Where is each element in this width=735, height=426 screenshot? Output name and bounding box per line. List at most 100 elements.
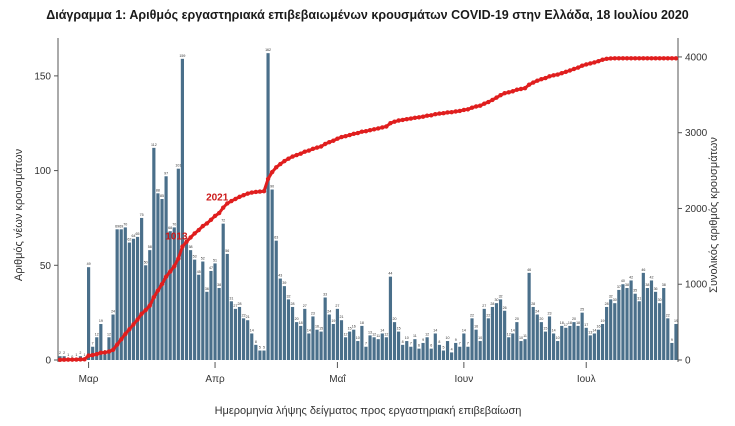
cumulative-point	[167, 269, 173, 274]
right-y-axis: 0 1000 2000 3000 4000	[678, 52, 708, 367]
bar-value-label: 49	[87, 262, 91, 266]
cumulative-point	[371, 127, 377, 132]
bar	[131, 238, 136, 360]
cumulative-point	[632, 56, 638, 61]
bar-value-label: 85	[160, 194, 164, 198]
bar-value-label: 38	[645, 283, 649, 287]
cumulative-point	[139, 311, 144, 317]
x-tick-label: Μαΐ	[329, 373, 346, 385]
cumulative-point	[669, 56, 675, 61]
cumulative-point	[559, 70, 564, 76]
cumulative-point	[637, 56, 642, 61]
bar	[282, 286, 286, 360]
cumulative-point	[555, 72, 560, 77]
bar	[278, 278, 282, 360]
bar-value-label: 12	[384, 332, 388, 336]
cumulative-point	[127, 327, 132, 332]
bar-value-label: 39	[282, 281, 286, 285]
bar	[237, 306, 242, 360]
cumulative-point	[575, 65, 581, 70]
bar-value-label: 75	[140, 213, 144, 217]
y-axis-label-left: Αριθμός νέων κρουσμάτων	[13, 148, 25, 281]
bar	[629, 280, 633, 360]
bar	[503, 310, 507, 360]
cumulative-point	[506, 90, 511, 95]
cumulative-point	[596, 58, 601, 64]
bar-value-label: 18	[360, 321, 364, 325]
cumulative-point	[82, 357, 87, 362]
bar	[535, 314, 539, 360]
cumulative-point	[261, 189, 267, 194]
bar-value-label: 14	[250, 328, 254, 332]
bar-value-label: 42	[629, 275, 633, 279]
cumulative-point	[163, 274, 169, 279]
bar-value-label: 14	[307, 328, 311, 332]
bar-value-label: 18	[299, 321, 303, 325]
bar-value-label: 69	[115, 224, 119, 228]
bar-value-label: 27	[482, 304, 486, 308]
bar-value-label: 30	[494, 298, 498, 302]
cumulative-point	[253, 189, 259, 195]
cumulative-point	[673, 56, 679, 61]
bar	[152, 147, 156, 360]
bar-value-label: 52	[201, 257, 205, 261]
bar	[450, 352, 454, 360]
bar	[478, 341, 482, 360]
bar-value-label: 159	[179, 54, 185, 58]
cumulative-point	[424, 113, 430, 118]
cumulative-point	[314, 145, 320, 150]
bar-value-label: 17	[584, 323, 588, 327]
cumulative-point	[86, 353, 91, 358]
cumulative-point	[661, 56, 666, 61]
bar	[556, 341, 560, 360]
bar	[258, 350, 262, 360]
cumulative-point	[628, 56, 634, 61]
bar-value-label: 35	[633, 289, 637, 293]
bar	[674, 324, 678, 360]
bar	[221, 223, 225, 360]
bar-value-label: 46	[641, 268, 645, 272]
bar	[429, 348, 433, 360]
cumulative-point	[571, 66, 577, 72]
bar	[539, 322, 543, 360]
cumulative-point	[229, 198, 234, 204]
bar	[658, 303, 662, 360]
bar-value-label: 1	[67, 353, 69, 357]
cumulative-point	[408, 116, 414, 121]
bar-value-label: 20	[295, 317, 299, 321]
cumulative-point	[624, 56, 630, 61]
bar-value-label: 10	[556, 336, 560, 340]
bar	[421, 342, 425, 360]
right-tick-label: 2000	[685, 204, 708, 215]
bar-value-label: 1	[84, 353, 86, 357]
cumulative-point	[278, 161, 283, 167]
cumulative-point	[404, 116, 409, 122]
bar	[454, 342, 458, 360]
bar	[605, 306, 609, 360]
bar-value-label: 1	[75, 353, 77, 357]
cumulative-point	[327, 139, 332, 145]
bar	[519, 341, 523, 360]
bar-value-label: 53	[193, 255, 197, 259]
bar	[233, 308, 238, 360]
bar-value-label: 12	[95, 332, 99, 336]
cumulative-point	[294, 152, 299, 158]
bar-value-label: 32	[609, 294, 613, 298]
cumulative-point	[159, 281, 165, 287]
bar-value-label: 15	[348, 327, 352, 331]
cumulative-point	[490, 97, 495, 103]
bar	[274, 240, 278, 360]
bar	[625, 288, 629, 360]
cumulative-point	[147, 303, 152, 308]
cumulative-point	[388, 120, 393, 126]
bar-value-label: 9	[422, 338, 424, 342]
bar-value-label: 6	[418, 344, 420, 348]
bar	[160, 199, 164, 360]
cumulative-point	[282, 158, 287, 164]
cumulative-point	[469, 105, 475, 110]
bar	[335, 308, 339, 360]
bar	[437, 344, 441, 360]
bar	[356, 341, 360, 360]
y-axis-label-right: Συνολικός αριθμός κρουσμάτων	[708, 137, 720, 293]
cumulative-point	[196, 227, 201, 233]
